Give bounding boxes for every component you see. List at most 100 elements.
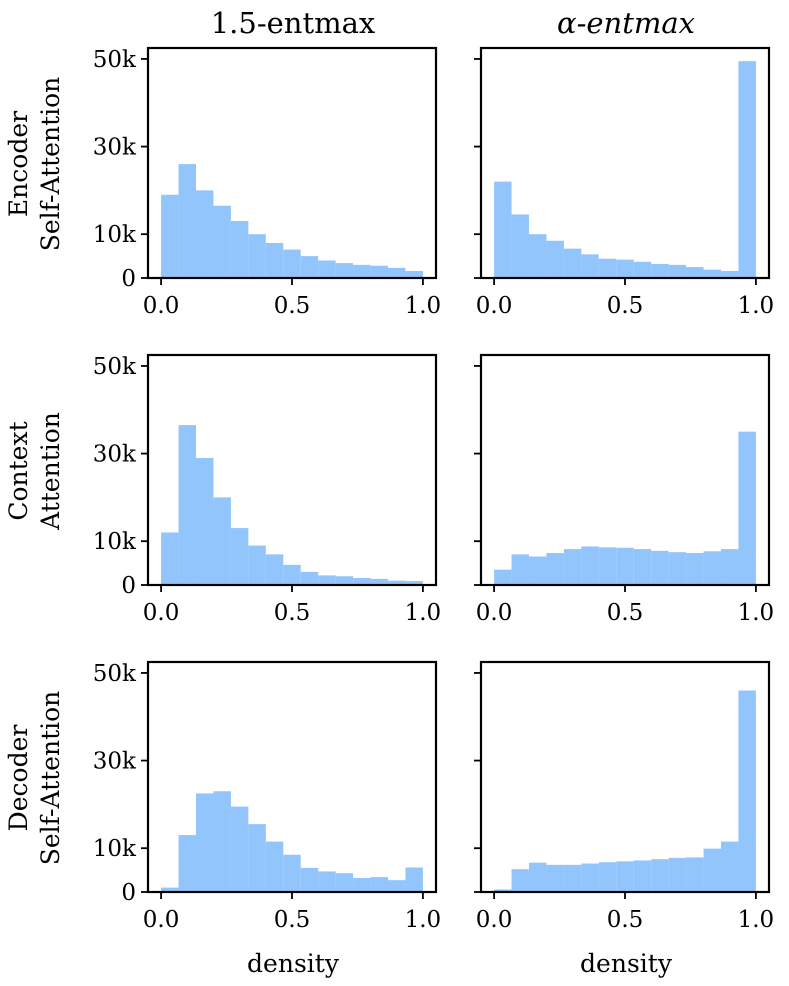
histogram-bar [528, 556, 547, 585]
histogram-bar [230, 528, 249, 585]
histogram-bar [703, 848, 722, 892]
x-tick-label: 1.0 [738, 293, 775, 319]
subplot-context-1.5-entmax: 0.0 0.5 1.0 0 10k 30k 50k [93, 353, 442, 626]
histogram-bar [633, 860, 652, 892]
histogram-bar [668, 857, 687, 892]
histogram-bar [230, 221, 249, 278]
row-label-encoder: Encoder Self-Attention [4, 77, 65, 252]
histogram-bar [161, 532, 179, 585]
histogram-bar [511, 214, 529, 278]
histogram-bar [721, 270, 739, 278]
histogram-bar [738, 431, 756, 585]
x-tick-label: 0.0 [143, 293, 180, 319]
x-tick-label: 0.0 [143, 907, 180, 933]
y-tick-label: 10k [93, 836, 137, 862]
histogram-bar [195, 190, 214, 278]
histogram-bar [581, 863, 599, 892]
histogram-bar [738, 690, 756, 892]
x-tick-label: 1.0 [405, 907, 442, 933]
histogram-bar [300, 256, 319, 278]
histogram-bar [213, 205, 231, 278]
subplot-encoder-alpha-entmax: 0.0 0.5 1.0 [474, 46, 775, 319]
histogram-bar [388, 880, 406, 892]
histogram-bar [265, 554, 284, 585]
histogram-bar [738, 61, 756, 278]
row-label-context-line2: Attention [36, 412, 65, 531]
column-title-1-5-entmax: 1.5-entmax [211, 6, 376, 40]
histogram-bar [563, 248, 582, 278]
histogram-bar [633, 549, 652, 585]
histogram-bar [405, 270, 423, 278]
y-tick-label: 10k [93, 222, 137, 248]
column-title-alpha-entmax: α-entmax [557, 6, 695, 40]
histogram-bar [546, 553, 564, 585]
x-tick-label: 1.0 [405, 600, 442, 626]
subplot-encoder-1.5-entmax: 0.0 0.5 1.0 0 10k 30k 50k [93, 46, 441, 319]
histogram-bar [494, 181, 512, 278]
histogram-bar [283, 564, 301, 585]
histogram-bar [300, 867, 319, 892]
histogram-bar [721, 549, 739, 585]
row-label-encoder-line1: Encoder [4, 111, 33, 217]
x-tick-label: 1.0 [738, 907, 775, 933]
histogram-bar [318, 260, 336, 278]
x-axis-label-left: density [247, 949, 340, 978]
histogram-bar [721, 841, 739, 892]
histogram-bar [494, 889, 512, 892]
histogram-bar [581, 254, 599, 278]
y-tick-label: 0 [121, 266, 136, 292]
x-tick-label: 0.0 [476, 907, 513, 933]
histogram-bar [388, 580, 406, 585]
x-tick-label: 1.0 [738, 600, 775, 626]
histogram-bar [528, 862, 547, 892]
histogram-bar [563, 864, 582, 892]
histogram-bar [668, 264, 687, 278]
histogram-bar [703, 551, 722, 585]
histogram-bar [353, 877, 371, 892]
histogram-bar [388, 267, 406, 278]
histogram-bar [546, 240, 564, 278]
histogram-bar [300, 571, 319, 585]
histogram-bar [633, 261, 652, 278]
histogram-bar [598, 547, 617, 585]
x-tick-label: 0.5 [607, 293, 644, 319]
y-tick-label: 30k [93, 749, 137, 775]
histogram-bar [248, 234, 266, 278]
histogram-bar [370, 265, 389, 278]
histogram-bar [581, 546, 599, 585]
histogram-bar [318, 575, 336, 585]
histogram-bar [405, 581, 423, 585]
histogram-bar [703, 269, 722, 278]
histogram-bar [161, 887, 179, 892]
row-label-decoder-line2: Self-Attention [36, 691, 65, 866]
x-tick-label: 0.5 [274, 907, 311, 933]
histogram-bar [318, 871, 336, 892]
histogram-bar [686, 553, 704, 585]
histogram-bar [686, 267, 704, 278]
histogram-bar [213, 791, 231, 892]
histogram-bar [511, 869, 529, 892]
histogram-bar [651, 550, 669, 585]
histogram-bar [668, 552, 687, 585]
histogram-bar [686, 857, 704, 892]
histogram-bar [528, 234, 547, 278]
row-label-decoder-line1: Decoder [4, 725, 33, 832]
histogram-bar [283, 249, 301, 278]
histogram-bar [546, 864, 564, 892]
subplot-decoder-1.5-entmax: 0.0 0.5 1.0 0 10k 30k 50k [93, 660, 442, 933]
histogram-bar [370, 877, 389, 892]
histogram-bar [335, 873, 354, 892]
histogram-bar [353, 577, 371, 585]
histogram-bar [265, 841, 284, 892]
histogram-bar [283, 854, 301, 892]
x-tick-label: 0.5 [274, 293, 311, 319]
row-label-context: Context Attention [4, 412, 65, 531]
histogram-bar [265, 242, 284, 278]
row-label-decoder: Decoder Self-Attention [4, 691, 65, 866]
y-tick-label: 30k [93, 135, 137, 161]
row-label-encoder-line2: Self-Attention [36, 77, 65, 252]
histogram-bar [370, 578, 389, 585]
x-tick-label: 0.0 [476, 600, 513, 626]
histogram-bar [616, 547, 634, 585]
